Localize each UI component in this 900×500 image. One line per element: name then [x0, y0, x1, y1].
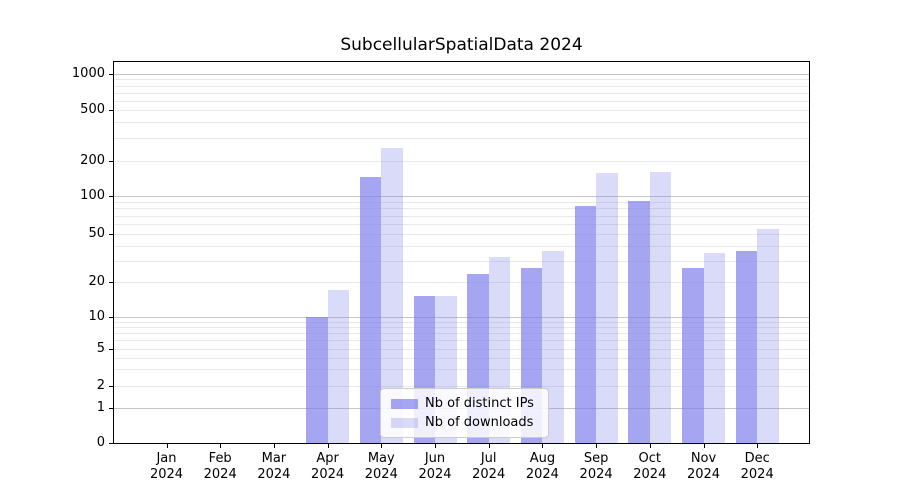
y-tick [109, 348, 113, 350]
x-tick-label: Feb 2024 [203, 451, 237, 483]
x-tick [596, 444, 598, 448]
legend: Nb of distinct IPs Nb of downloads [380, 388, 549, 438]
x-tick [703, 444, 705, 448]
gridline-minor [113, 160, 810, 162]
bar-sep-distinct-ips [574, 205, 597, 444]
x-tick-label: Aug 2024 [525, 451, 559, 483]
bar-may-downloads [381, 148, 403, 444]
gridline-minor [113, 122, 810, 124]
legend-swatch-downloads [391, 417, 418, 428]
gridline-minor [113, 92, 810, 94]
legend-label-distinct-ips: Nb of distinct IPs [425, 396, 534, 411]
gridline-minor [113, 208, 810, 210]
y-tick [109, 408, 113, 410]
y-tick-label: 1000 [71, 66, 105, 81]
gridline-minor [113, 245, 810, 247]
y-tick [109, 281, 113, 283]
legend-swatch-distinct-ips [391, 398, 418, 409]
bar-dec-downloads [757, 228, 779, 444]
x-tick-label: Jul 2024 [472, 451, 506, 483]
x-tick [649, 444, 651, 448]
y-tick [109, 74, 113, 75]
x-tick-label: May 2024 [364, 451, 398, 483]
x-tick [435, 444, 436, 448]
gridline-minor [113, 100, 810, 102]
y-tick [109, 385, 113, 387]
x-tick [381, 444, 383, 448]
gridline-minor [113, 215, 810, 217]
x-tick [488, 444, 490, 448]
x-tick [273, 444, 275, 448]
y-tick-label: 5 [96, 340, 105, 356]
y-tick [109, 110, 113, 111]
gridline-minor [113, 224, 810, 225]
y-tick [109, 196, 113, 197]
x-tick-label: Oct 2024 [633, 451, 667, 483]
x-tick-label: Mar 2024 [257, 451, 291, 483]
gridline-major [113, 196, 810, 197]
bar-oct-distinct-ips [628, 201, 650, 444]
legend-label-downloads: Nb of downloads [425, 415, 534, 430]
y-tick-label: 1 [96, 400, 105, 416]
legend-item-downloads: Nb of downloads [391, 414, 540, 431]
bar-sep-downloads [596, 172, 618, 444]
bar-apr-distinct-ips [306, 316, 328, 444]
y-tick-label: 0 [96, 435, 105, 451]
y-tick [109, 234, 113, 235]
bar-apr-downloads [327, 289, 350, 444]
x-tick [757, 444, 759, 448]
x-tick-label: Sep 2024 [579, 451, 613, 483]
x-tick [542, 444, 544, 448]
y-tick [109, 443, 113, 445]
gridline-minor [113, 110, 810, 111]
x-tick [166, 444, 168, 448]
y-tick [109, 316, 113, 318]
x-tick [220, 444, 222, 448]
y-tick-label: 10 [88, 308, 105, 324]
gridline-minor [113, 79, 810, 81]
x-tick-label: Jun 2024 [418, 451, 452, 483]
y-tick [109, 160, 113, 162]
bar-dec-distinct-ips [735, 251, 758, 444]
legend-item-distinct-ips: Nb of distinct IPs [391, 395, 540, 412]
gridline-minor [113, 234, 810, 235]
x-tick-label: Nov 2024 [686, 451, 721, 483]
bar-oct-downloads [649, 171, 672, 444]
bar-nov-downloads [703, 252, 725, 444]
chart-title: SubcellularSpatialData 2024 [340, 35, 583, 55]
gridline-minor [113, 201, 810, 203]
y-tick-label: 20 [88, 273, 105, 289]
y-tick-label: 100 [80, 188, 105, 203]
gridline-minor [113, 138, 810, 140]
bar-may-distinct-ips [359, 176, 382, 444]
x-tick [327, 444, 329, 448]
x-tick-label: Dec 2024 [740, 451, 774, 483]
y-tick-label: 500 [80, 102, 105, 117]
y-tick-label: 50 [88, 226, 105, 241]
gridline-major [113, 74, 810, 75]
x-tick-label: Jan 2024 [149, 451, 184, 483]
bar-nov-distinct-ips [682, 268, 704, 444]
x-tick-label: Apr 2024 [311, 451, 345, 483]
gridline-minor [113, 85, 810, 87]
y-tick-label: 200 [80, 152, 105, 168]
y-tick-label: 2 [96, 377, 105, 393]
